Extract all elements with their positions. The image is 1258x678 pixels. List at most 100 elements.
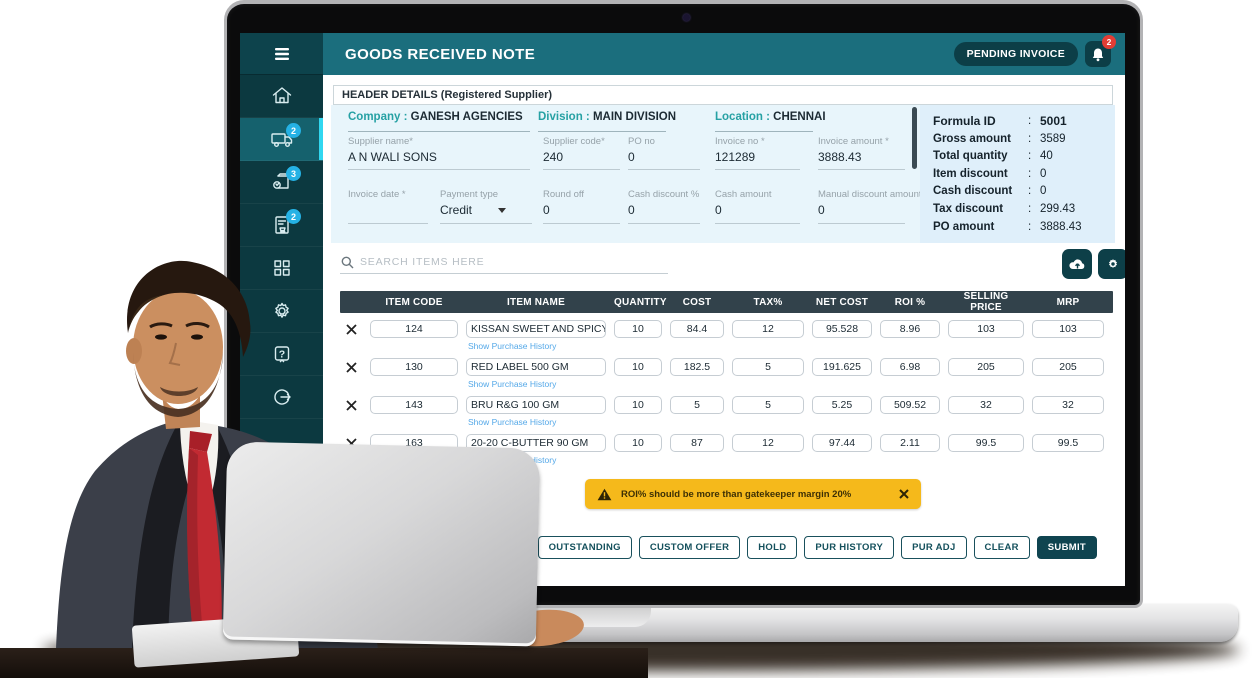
clear-button[interactable]: CLEAR — [973, 536, 1030, 559]
search-bar: SEARCH ITEMS HERE — [340, 249, 1125, 279]
mrp-input[interactable]: 205 — [1032, 358, 1104, 376]
cash-discount-pct-field[interactable]: 0 — [628, 203, 635, 217]
quantity-input[interactable]: 10 — [614, 396, 662, 414]
foreground-laptop-lid — [222, 441, 541, 647]
page-title: GOODS RECEIVED NOTE — [345, 45, 536, 63]
supplier-name-label: Supplier name* — [348, 136, 413, 147]
cost-input[interactable]: 87 — [670, 434, 724, 452]
roi-input[interactable]: 509.52 — [880, 396, 940, 414]
close-icon[interactable] — [899, 489, 909, 499]
upload-button[interactable] — [1062, 249, 1092, 279]
cost-input[interactable]: 182.5 — [670, 358, 724, 376]
division-value: MAIN DIVISION — [592, 111, 677, 123]
table-row: 130 RED LABEL 500 GM Show Purchase Histo… — [340, 358, 1113, 389]
cost-input[interactable]: 84.4 — [670, 320, 724, 338]
division-label: Division : — [538, 111, 590, 123]
table-row: 143 BRU R&G 100 GM Show Purchase History… — [340, 396, 1113, 427]
submit-button[interactable]: SUBMIT — [1036, 536, 1097, 559]
sidebar-item-modules[interactable] — [240, 247, 323, 290]
show-purchase-history-link[interactable]: Show Purchase History — [468, 341, 557, 351]
mrp-input[interactable]: 103 — [1032, 320, 1104, 338]
roi-input[interactable]: 8.96 — [880, 320, 940, 338]
summary-row: Item discount:0 — [933, 167, 1047, 180]
sidebar-item-invoice[interactable]: 2 — [240, 204, 323, 247]
warning-text: ROI% should be more than gatekeeper marg… — [621, 488, 852, 500]
logout-icon — [273, 389, 291, 405]
roi-input[interactable]: 2.11 — [880, 434, 940, 452]
item-name-input[interactable]: 20-20 C-BUTTER 90 GM — [466, 434, 606, 452]
cash-amount-field[interactable]: 0 — [715, 203, 722, 217]
payment-type-select[interactable]: Credit — [440, 203, 507, 217]
manual-discount-field[interactable]: 0 — [818, 203, 825, 217]
delete-row-button[interactable] — [340, 320, 362, 338]
selling-price-input[interactable]: 103 — [948, 320, 1024, 338]
cost-input[interactable]: 5 — [670, 396, 724, 414]
sidebar-item-help[interactable]: ? — [240, 333, 323, 376]
hold-button[interactable]: HOLD — [747, 536, 798, 559]
item-name-input[interactable]: RED LABEL 500 GM — [466, 358, 606, 376]
net-cost-input[interactable]: 5.25 — [812, 396, 872, 414]
supplier-code-field[interactable]: 240 — [543, 150, 564, 164]
item-code-input[interactable]: 130 — [370, 358, 458, 376]
hamburger-menu-button[interactable] — [240, 33, 323, 75]
invoice-badge: 2 — [286, 209, 301, 224]
col-item-code: ITEM CODE — [385, 296, 443, 308]
sidebar-item-home[interactable] — [240, 75, 323, 118]
tax-input[interactable]: 12 — [732, 320, 804, 338]
pur-history-button[interactable]: PUR HISTORY — [804, 536, 895, 559]
custom-offer-button[interactable]: CUSTOM OFFER — [638, 536, 741, 559]
round-off-label: Round off — [543, 189, 585, 200]
selling-price-input[interactable]: 32 — [948, 396, 1024, 414]
invoice-date-label: Invoice date * — [348, 189, 406, 200]
item-code-input[interactable]: 143 — [370, 396, 458, 414]
search-input[interactable]: SEARCH ITEMS HERE — [360, 256, 485, 268]
net-cost-input[interactable]: 97.44 — [812, 434, 872, 452]
tax-input[interactable]: 5 — [732, 396, 804, 414]
close-icon — [345, 323, 357, 335]
round-off-field[interactable]: 0 — [543, 203, 550, 217]
pending-invoice-button[interactable]: PENDING INVOICE — [953, 42, 1078, 66]
table-settings-button[interactable] — [1098, 249, 1125, 279]
supplier-name-field[interactable]: A N WALI SONS — [348, 150, 437, 164]
tax-input[interactable]: 12 — [732, 434, 804, 452]
po-no-field[interactable]: 0 — [628, 150, 635, 164]
selling-price-input[interactable]: 99.5 — [948, 434, 1024, 452]
sidebar-item-logout[interactable] — [240, 376, 323, 419]
show-purchase-history-link[interactable]: Show Purchase History — [468, 417, 557, 427]
quantity-input[interactable]: 10 — [614, 358, 662, 376]
mrp-input[interactable]: 99.5 — [1032, 434, 1104, 452]
delete-row-button[interactable] — [340, 358, 362, 376]
bell-icon — [1092, 48, 1104, 61]
summary-row: Total quantity:40 — [933, 150, 1053, 163]
item-code-input[interactable]: 124 — [370, 320, 458, 338]
mrp-input[interactable]: 32 — [1032, 396, 1104, 414]
gear-icon — [274, 302, 289, 318]
item-name-input[interactable]: BRU R&G 100 GM — [466, 396, 606, 414]
outstanding-button[interactable]: OUTSTANDING — [537, 536, 632, 559]
delete-row-button[interactable] — [340, 396, 362, 414]
search-icon — [341, 256, 354, 269]
col-selling-price: SELLING PRICE — [963, 291, 1009, 313]
sidebar-item-goods-received[interactable]: 2 — [240, 118, 323, 161]
sidebar-item-settings[interactable] — [240, 290, 323, 333]
col-item-name: ITEM NAME — [507, 296, 565, 308]
net-cost-input[interactable]: 95.528 — [812, 320, 872, 338]
quantity-input[interactable]: 10 — [614, 320, 662, 338]
roi-input[interactable]: 6.98 — [880, 358, 940, 376]
invoice-no-field[interactable]: 121289 — [715, 150, 756, 164]
svg-text:?: ? — [278, 349, 284, 361]
tax-input[interactable]: 5 — [732, 358, 804, 376]
quantity-input[interactable]: 10 — [614, 434, 662, 452]
pur-adj-button[interactable]: PUR ADJ — [901, 536, 967, 559]
sidebar-item-purchase-return[interactable]: 3 — [240, 161, 323, 204]
invoice-amount-field[interactable]: 3888.43 — [818, 150, 862, 164]
item-name-input[interactable]: KISSAN SWEET AND SPICY S — [466, 320, 606, 338]
selling-price-input[interactable]: 205 — [948, 358, 1024, 376]
location-label: Location : — [715, 111, 770, 123]
net-cost-input[interactable]: 191.625 — [812, 358, 872, 376]
panel-scrollbar[interactable] — [912, 107, 917, 169]
table-row: 124 KISSAN SWEET AND SPICY S Show Purcha… — [340, 320, 1113, 351]
notifications-button[interactable]: 2 — [1085, 35, 1116, 67]
show-purchase-history-link[interactable]: Show Purchase History — [468, 379, 557, 389]
